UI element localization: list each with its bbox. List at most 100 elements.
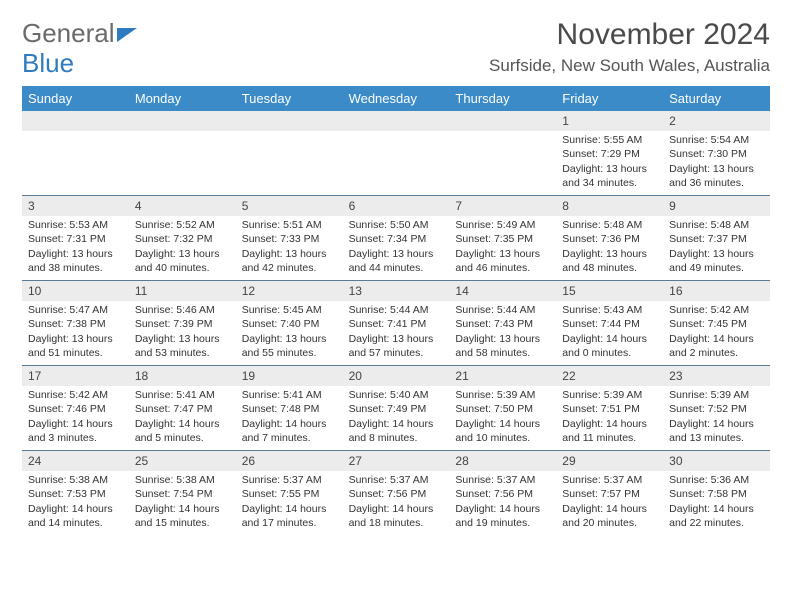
calendar-cell: 26Sunrise: 5:37 AMSunset: 7:55 PMDayligh… (236, 451, 343, 535)
sunset-text: Sunset: 7:54 PM (135, 487, 230, 501)
day-number: 17 (22, 366, 129, 386)
calendar-cell: 28Sunrise: 5:37 AMSunset: 7:56 PMDayligh… (449, 451, 556, 535)
day-info: Sunrise: 5:53 AMSunset: 7:31 PMDaylight:… (22, 216, 129, 279)
sunrise-text: Sunrise: 5:53 AM (28, 218, 123, 232)
day-number: 16 (663, 281, 770, 301)
calendar-cell: 15Sunrise: 5:43 AMSunset: 7:44 PMDayligh… (556, 281, 663, 365)
day-info: Sunrise: 5:42 AMSunset: 7:45 PMDaylight:… (663, 301, 770, 364)
calendar-cell: 8Sunrise: 5:48 AMSunset: 7:36 PMDaylight… (556, 196, 663, 280)
daylight-text: Daylight: 14 hours and 7 minutes. (242, 417, 337, 445)
sunrise-text: Sunrise: 5:39 AM (669, 388, 764, 402)
day-number: 14 (449, 281, 556, 301)
day-info: Sunrise: 5:47 AMSunset: 7:38 PMDaylight:… (22, 301, 129, 364)
calendar-cell: 20Sunrise: 5:40 AMSunset: 7:49 PMDayligh… (343, 366, 450, 450)
daylight-text: Daylight: 14 hours and 10 minutes. (455, 417, 550, 445)
day-info: Sunrise: 5:44 AMSunset: 7:43 PMDaylight:… (449, 301, 556, 364)
day-number: 10 (22, 281, 129, 301)
calendar-cell: 4Sunrise: 5:52 AMSunset: 7:32 PMDaylight… (129, 196, 236, 280)
day-info: Sunrise: 5:54 AMSunset: 7:30 PMDaylight:… (663, 131, 770, 194)
logo-text-1: General (22, 18, 115, 49)
daylight-text: Daylight: 13 hours and 40 minutes. (135, 247, 230, 275)
daylight-text: Daylight: 14 hours and 14 minutes. (28, 502, 123, 530)
sunrise-text: Sunrise: 5:48 AM (669, 218, 764, 232)
sunrise-text: Sunrise: 5:54 AM (669, 133, 764, 147)
calendar-cell: 6Sunrise: 5:50 AMSunset: 7:34 PMDaylight… (343, 196, 450, 280)
day-number: 24 (22, 451, 129, 471)
daylight-text: Daylight: 13 hours and 49 minutes. (669, 247, 764, 275)
daylight-text: Daylight: 14 hours and 15 minutes. (135, 502, 230, 530)
daylight-text: Daylight: 13 hours and 48 minutes. (562, 247, 657, 275)
day-info: Sunrise: 5:52 AMSunset: 7:32 PMDaylight:… (129, 216, 236, 279)
day-number: 2 (663, 111, 770, 131)
calendar-cell: 5Sunrise: 5:51 AMSunset: 7:33 PMDaylight… (236, 196, 343, 280)
day-number: 26 (236, 451, 343, 471)
calendar-cell: 30 Sunrise: 5:36 AMSunset: 7:58 PMDayligh… (663, 451, 770, 535)
day-info: Sunrise: 5:37 AMSunset: 7:56 PMDaylight:… (449, 471, 556, 534)
daylight-text: Daylight: 13 hours and 57 minutes. (349, 332, 444, 360)
calendar-cell: 24Sunrise: 5:38 AMSunset: 7:53 PMDayligh… (22, 451, 129, 535)
sunrise-text: Sunrise: 5:52 AM (135, 218, 230, 232)
daylight-text: Daylight: 14 hours and 8 minutes. (349, 417, 444, 445)
calendar: SundayMondayTuesdayWednesdayThursdayFrid… (22, 86, 770, 535)
daylight-text: Daylight: 14 hours and 0 minutes. (562, 332, 657, 360)
day-number: 9 (663, 196, 770, 216)
calendar-cell: 29Sunrise: 5:37 AMSunset: 7:57 PMDayligh… (556, 451, 663, 535)
sunset-text: Sunset: 7:45 PM (669, 317, 764, 331)
day-info: Sunrise: 5:41 AMSunset: 7:48 PMDaylight:… (236, 386, 343, 449)
daylight-text: Daylight: 13 hours and 34 minutes. (562, 162, 657, 190)
daylight-text: Daylight: 14 hours and 3 minutes. (28, 417, 123, 445)
sunset-text: Sunset: 7:58 PM (669, 487, 764, 501)
calendar-cell: 17Sunrise: 5:42 AMSunset: 7:46 PMDayligh… (22, 366, 129, 450)
logo: General (22, 18, 137, 49)
weekday-header: Saturday (663, 86, 770, 111)
day-number: 6 (343, 196, 450, 216)
month-title: November 2024 (489, 18, 770, 52)
sunset-text: Sunset: 7:31 PM (28, 232, 123, 246)
daylight-text: Daylight: 13 hours and 55 minutes. (242, 332, 337, 360)
day-info: Sunrise: 5:38 AMSunset: 7:53 PMDaylight:… (22, 471, 129, 534)
day-info: Sunrise: 5:48 AMSunset: 7:36 PMDaylight:… (556, 216, 663, 279)
day-info: Sunrise: 5:39 AMSunset: 7:51 PMDaylight:… (556, 386, 663, 449)
daylight-text: Daylight: 14 hours and 17 minutes. (242, 502, 337, 530)
sunrise-text: Sunrise: 5:37 AM (455, 473, 550, 487)
day-number (236, 111, 343, 131)
day-number: 28 (449, 451, 556, 471)
sunrise-text: Sunrise: 5:36 AM (669, 473, 764, 487)
calendar-cell: 7Sunrise: 5:49 AMSunset: 7:35 PMDaylight… (449, 196, 556, 280)
sunrise-text: Sunrise: 5:55 AM (562, 133, 657, 147)
day-info: Sunrise: 5:44 AMSunset: 7:41 PMDaylight:… (343, 301, 450, 364)
calendar-row: 3Sunrise: 5:53 AMSunset: 7:31 PMDaylight… (22, 196, 770, 281)
daylight-text: Daylight: 13 hours and 58 minutes. (455, 332, 550, 360)
day-info: Sunrise: 5:46 AMSunset: 7:39 PMDaylight:… (129, 301, 236, 364)
sunset-text: Sunset: 7:34 PM (349, 232, 444, 246)
sunset-text: Sunset: 7:37 PM (669, 232, 764, 246)
sunset-text: Sunset: 7:51 PM (562, 402, 657, 416)
weekday-header: Sunday (22, 86, 129, 111)
daylight-text: Daylight: 14 hours and 22 minutes. (669, 502, 764, 530)
daylight-text: Daylight: 14 hours and 13 minutes. (669, 417, 764, 445)
sunset-text: Sunset: 7:38 PM (28, 317, 123, 331)
day-number (449, 111, 556, 131)
day-number: 25 (129, 451, 236, 471)
day-number: 3 (22, 196, 129, 216)
calendar-cell-empty (449, 111, 556, 195)
day-number (129, 111, 236, 131)
day-number: 29 (556, 451, 663, 471)
sunrise-text: Sunrise: 5:51 AM (242, 218, 337, 232)
sunset-text: Sunset: 7:50 PM (455, 402, 550, 416)
day-info: Sunrise: 5:45 AMSunset: 7:40 PMDaylight:… (236, 301, 343, 364)
day-number: 5 (236, 196, 343, 216)
sunrise-text: Sunrise: 5:37 AM (242, 473, 337, 487)
sunset-text: Sunset: 7:36 PM (562, 232, 657, 246)
sunset-text: Sunset: 7:35 PM (455, 232, 550, 246)
day-number: 30 (663, 451, 770, 471)
weekday-header: Friday (556, 86, 663, 111)
sunrise-text: Sunrise: 5:46 AM (135, 303, 230, 317)
sunset-text: Sunset: 7:41 PM (349, 317, 444, 331)
calendar-cell: 12Sunrise: 5:45 AMSunset: 7:40 PMDayligh… (236, 281, 343, 365)
day-info: Sunrise: 5:39 AMSunset: 7:50 PMDaylight:… (449, 386, 556, 449)
day-info: Sunrise: 5:49 AMSunset: 7:35 PMDaylight:… (449, 216, 556, 279)
day-number: 4 (129, 196, 236, 216)
day-info: Sunrise: 5:37 AMSunset: 7:57 PMDaylight:… (556, 471, 663, 534)
calendar-cell-empty (236, 111, 343, 195)
